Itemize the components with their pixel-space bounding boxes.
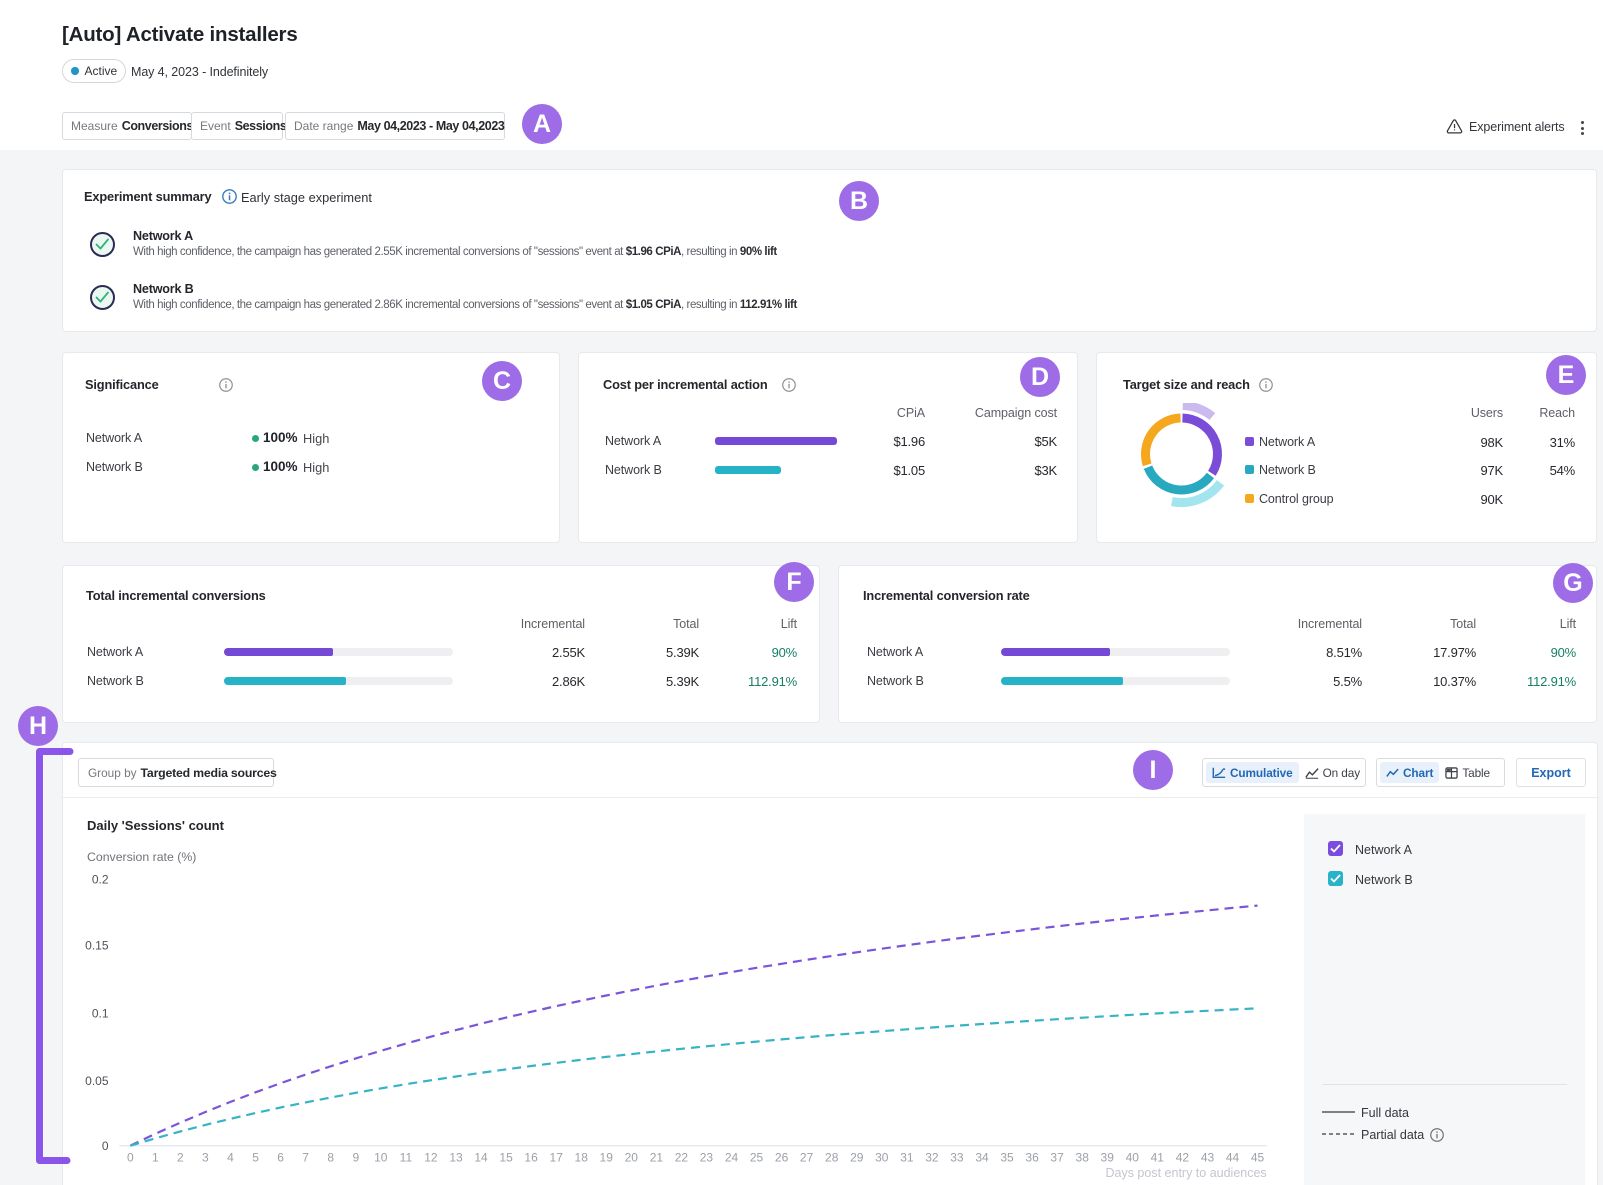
- svg-text:1: 1: [152, 1151, 159, 1165]
- svg-text:28: 28: [825, 1151, 839, 1165]
- svg-text:13: 13: [449, 1151, 463, 1165]
- svg-text:40: 40: [1126, 1151, 1140, 1165]
- svg-text:0.05: 0.05: [85, 1074, 109, 1088]
- svg-text:8: 8: [327, 1151, 334, 1165]
- svg-text:41: 41: [1151, 1151, 1165, 1165]
- svg-text:26: 26: [775, 1151, 789, 1165]
- svg-text:12: 12: [424, 1151, 438, 1165]
- svg-text:35: 35: [1000, 1151, 1014, 1165]
- svg-text:15: 15: [499, 1151, 513, 1165]
- svg-text:25: 25: [750, 1151, 764, 1165]
- svg-text:7: 7: [302, 1151, 309, 1165]
- svg-text:32: 32: [925, 1151, 939, 1165]
- svg-text:2: 2: [177, 1151, 184, 1165]
- svg-text:4: 4: [227, 1151, 234, 1165]
- svg-text:23: 23: [700, 1151, 714, 1165]
- svg-text:24: 24: [725, 1151, 739, 1165]
- svg-text:29: 29: [850, 1151, 864, 1165]
- svg-text:10: 10: [374, 1151, 388, 1165]
- svg-text:19: 19: [600, 1151, 614, 1165]
- svg-text:3: 3: [202, 1151, 209, 1165]
- svg-text:44: 44: [1226, 1151, 1240, 1165]
- svg-text:18: 18: [575, 1151, 589, 1165]
- svg-text:5: 5: [252, 1151, 259, 1165]
- svg-text:34: 34: [975, 1151, 989, 1165]
- svg-text:22: 22: [675, 1151, 689, 1165]
- svg-text:30: 30: [875, 1151, 889, 1165]
- svg-text:17: 17: [550, 1151, 564, 1165]
- svg-text:0.2: 0.2: [92, 872, 109, 886]
- svg-text:0.15: 0.15: [85, 939, 109, 953]
- svg-text:43: 43: [1201, 1151, 1215, 1165]
- svg-text:31: 31: [900, 1151, 914, 1165]
- svg-text:0: 0: [102, 1139, 109, 1153]
- svg-text:36: 36: [1025, 1151, 1039, 1165]
- svg-text:0: 0: [127, 1151, 134, 1165]
- svg-text:11: 11: [400, 1151, 413, 1165]
- svg-text:21: 21: [650, 1151, 664, 1165]
- svg-text:27: 27: [800, 1151, 814, 1165]
- svg-text:16: 16: [524, 1151, 538, 1165]
- svg-text:37: 37: [1050, 1151, 1064, 1165]
- svg-text:39: 39: [1101, 1151, 1115, 1165]
- svg-text:0.1: 0.1: [92, 1006, 109, 1020]
- svg-text:38: 38: [1076, 1151, 1090, 1165]
- svg-text:42: 42: [1176, 1151, 1190, 1165]
- svg-text:6: 6: [277, 1151, 284, 1165]
- svg-text:14: 14: [474, 1151, 488, 1165]
- svg-text:Days post entry to audiences: Days post entry to audiences: [1105, 1166, 1266, 1180]
- svg-text:33: 33: [950, 1151, 964, 1165]
- svg-text:9: 9: [352, 1151, 359, 1165]
- svg-text:45: 45: [1251, 1151, 1265, 1165]
- svg-text:20: 20: [625, 1151, 639, 1165]
